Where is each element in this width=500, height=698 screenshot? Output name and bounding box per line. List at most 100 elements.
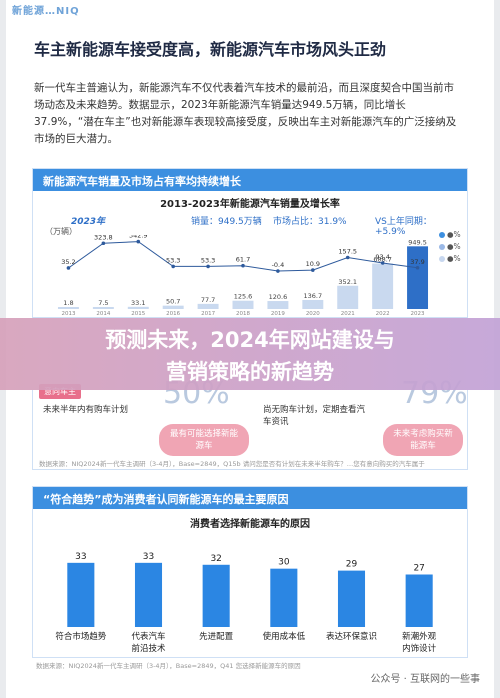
reasons-panel-title: “符合趋势”成为消费者认同新能源车的最主要原因 xyxy=(33,487,467,509)
reason-label: 使用成本低 xyxy=(263,631,306,642)
series-legend-2: ●% xyxy=(439,241,469,253)
top-bar: 新能源…NIQ xyxy=(6,0,494,22)
legend-year: 2023年 xyxy=(71,217,106,227)
sales-bar-label: 50.7 xyxy=(166,298,180,306)
buyer-intent-panel: 意向车主 50% 未来半年内有购车计划 最有可能选择新能源车 尚无购车计划，定期… xyxy=(32,376,468,470)
reason-bar xyxy=(202,564,230,627)
sales-bar-label: 352.1 xyxy=(338,278,357,286)
reason-bar xyxy=(270,568,298,627)
reason-label: 代表汽车 xyxy=(131,631,165,642)
intro-paragraph: 新一代车主普遍认为，新能源汽车不仅代表着汽车技术的最前沿，而且深度契合中国当前市… xyxy=(34,82,457,145)
reason-label: 表达环保意识 xyxy=(326,631,377,642)
sales-bar-label: 33.1 xyxy=(131,299,145,307)
banner-line-1: 预测未来，2024年网站建设与 xyxy=(105,328,395,352)
growth-label: 37.9 xyxy=(410,258,424,266)
sales-bar xyxy=(162,305,184,309)
sales-category-label: 2014 xyxy=(96,311,110,315)
growth-point xyxy=(241,263,245,268)
sales-category-label: 2018 xyxy=(236,311,250,315)
growth-label: 342.9 xyxy=(129,235,148,240)
sales-category-label: 2019 xyxy=(271,311,285,315)
sales-bar xyxy=(337,285,359,309)
sales-panel-title: 新能源汽车销量及市场占有率均持续增长 xyxy=(33,169,467,191)
sales-category-label: 2022 xyxy=(376,311,390,315)
page-title: 车主新能源车接受度高，新能源汽车市场风头正劲 xyxy=(34,40,387,59)
sales-bar xyxy=(407,246,429,309)
growth-point xyxy=(415,265,420,270)
reason-bar xyxy=(337,570,366,627)
growth-point xyxy=(311,268,315,272)
growth-label: 10.9 xyxy=(306,260,320,268)
reason-label: 新潮外观 xyxy=(402,631,437,642)
reason-value: 29 xyxy=(346,560,358,570)
sales-legend-row: 2023年 销量：949.5万辆 市场占比：31.9% VS上年同期：+5.9% xyxy=(43,213,463,237)
intent-note: 未来半年内有购车计划 xyxy=(43,405,129,415)
reasons-panel: “符合趋势”成为消费者认同新能源车的最主要原因 消费者选择新能源车的原因 33 符… xyxy=(32,486,468,658)
sales-category-label: 2017 xyxy=(201,311,215,315)
sales-bar xyxy=(92,307,114,309)
growth-label: 35.2 xyxy=(61,258,75,266)
sales-category-label: 2023 xyxy=(411,311,425,315)
legend-vs: VS上年同期：+5.9% xyxy=(375,217,432,237)
footer: 公众号 · 互联网的一些事 xyxy=(6,666,494,698)
growth-label: 157.5 xyxy=(338,248,357,256)
browsing-pill: 未来考虑购买新能源车 xyxy=(383,424,463,456)
sales-bar-label: 7.5 xyxy=(98,299,108,307)
sales-chart-title: 2013-2023年新能源汽车销量及增长率 xyxy=(160,199,340,210)
sales-bar-label: 125.6 xyxy=(234,293,253,301)
growth-point xyxy=(345,255,350,260)
growth-label: 93.4 xyxy=(375,253,389,261)
sales-bar xyxy=(302,299,324,309)
watermark: 公众号 · 互联网的一些事 xyxy=(370,674,480,685)
browsing-note: 尚无购车计划，定期查看汽车资讯 xyxy=(263,405,366,427)
growth-point xyxy=(101,241,106,246)
sales-bar-label: 136.7 xyxy=(304,292,323,300)
sales-category-label: 2020 xyxy=(306,311,320,315)
headline-banner: 预测未来，2024年网站建设与 营销策略的新趋势 xyxy=(0,318,500,390)
growth-point xyxy=(206,264,210,269)
reason-bar xyxy=(134,562,163,627)
series-legend-1: ●% xyxy=(439,229,469,241)
sales-bar-label: 949.5 xyxy=(408,238,427,246)
sales-panel: 新能源汽车销量及市场占有率均持续增长 2013-2023年新能源汽车销量及增长率… xyxy=(32,168,468,318)
sales-bar-label: 1.8 xyxy=(63,299,73,307)
sales-bar xyxy=(267,301,289,309)
reason-label: 内饰设计 xyxy=(402,643,437,654)
reason-value: 33 xyxy=(75,552,86,562)
intent-source: 数据来源：NIQ2024新一代车主调研（3-4月），Base=2849，Q15b… xyxy=(39,460,425,468)
growth-point xyxy=(380,261,385,265)
reason-label: 先进配置 xyxy=(199,631,234,642)
reason-value: 32 xyxy=(210,554,221,564)
growth-point xyxy=(171,264,175,269)
reason-value: 30 xyxy=(278,558,290,568)
reason-label: 前沿技术 xyxy=(131,643,166,654)
series-legend: ●% ●% ●% xyxy=(439,229,469,265)
reason-bar xyxy=(405,574,433,627)
growth-point xyxy=(66,266,71,270)
sales-bar xyxy=(197,303,219,309)
reasons-chart-title: 消费者选择新能源车的原因 xyxy=(190,519,310,530)
growth-point xyxy=(276,269,280,273)
legend-sales: 销量：949.5万辆 xyxy=(191,217,262,227)
sales-bar-label: 77.7 xyxy=(201,296,215,304)
growth-label: -0.4 xyxy=(272,261,285,269)
growth-point xyxy=(136,239,141,244)
sales-category-label: 2016 xyxy=(166,311,180,315)
sales-category-label: 2015 xyxy=(131,311,145,315)
reason-value: 33 xyxy=(143,552,154,562)
growth-label: 53.3 xyxy=(166,256,180,264)
sales-bar-label: 120.6 xyxy=(269,293,288,301)
banner-line-2: 营销策略的新趋势 xyxy=(166,360,334,384)
sales-bar xyxy=(57,307,79,309)
intent-pill: 最有可能选择新能源车 xyxy=(159,424,249,456)
growth-label: 61.7 xyxy=(236,256,250,264)
series-legend-3: ●% xyxy=(439,253,469,265)
growth-label: 323.8 xyxy=(94,235,113,241)
reasons-source: 数据来源：NIQ2024新一代车主调研（3-4月），Base=2849，Q41 … xyxy=(36,662,301,670)
sales-category-label: 2021 xyxy=(341,311,355,315)
y-axis-unit: （万辆） xyxy=(45,227,77,236)
reason-value: 27 xyxy=(413,564,424,574)
sales-bar xyxy=(127,306,149,309)
legend-share: 市场占比：31.9% xyxy=(273,217,347,227)
